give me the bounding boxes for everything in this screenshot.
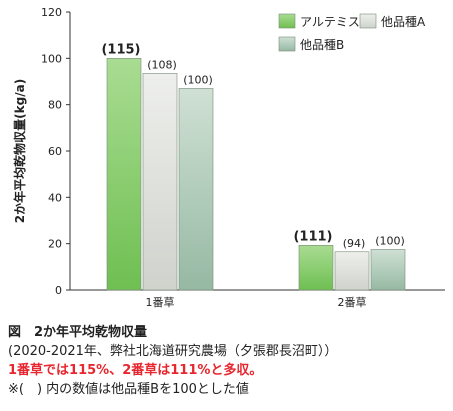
caption-result: 1番草では115%、2番草は111%と多収。 <box>8 363 263 378</box>
legend: アルテミス 他品種A 他品種B <box>278 13 426 52</box>
caption-title: 図 2か年平均乾物収量 <box>8 325 148 340</box>
legend-swatch <box>278 36 296 52</box>
y-axis-label: 2か年平均乾物収量(kg/a) <box>12 79 27 223</box>
y-tick-label: 80 <box>48 99 62 112</box>
bar-data-label: (100) <box>375 234 405 247</box>
bar <box>178 88 214 291</box>
legend-swatch <box>359 13 377 29</box>
bar-labels: (115) (108) (100) (111) (94) (100) <box>101 42 404 249</box>
caption-period: (2020-2021年、弊社北海道研究農場（夕張郡長沼町）） <box>8 344 338 359</box>
y-axis: 0 20 40 60 80 100 120 <box>41 6 71 297</box>
caption-note: ※( ) 内の数値は他品種Bを100とした値 <box>8 382 249 397</box>
y-tick-label: 100 <box>41 52 62 65</box>
bar-data-label: (111) <box>293 229 332 244</box>
y-tick-label: 40 <box>48 191 62 204</box>
y-tick-label: 0 <box>55 284 62 297</box>
bar-data-label: (115) <box>101 42 140 57</box>
legend-label: アルテミス <box>300 15 360 29</box>
y-tick-label: 120 <box>41 6 62 19</box>
bar-data-label: (94) <box>343 237 366 250</box>
bar-data-label: (100) <box>183 73 213 86</box>
y-tick-label: 20 <box>48 238 62 251</box>
y-tick-label: 60 <box>48 145 62 158</box>
legend-label: 他品種B <box>300 38 344 52</box>
x-axis: 1番草 2番草 <box>70 289 445 309</box>
bar-data-label: (108) <box>147 58 177 71</box>
x-tick-label: 2番草 <box>338 296 367 309</box>
bars <box>106 58 406 291</box>
legend-swatch <box>278 13 296 29</box>
legend-label: 他品種A <box>381 15 426 29</box>
bar <box>298 244 334 291</box>
bar <box>334 251 370 291</box>
bar <box>142 73 178 291</box>
bar <box>370 249 406 291</box>
x-tick-label: 1番草 <box>146 296 175 309</box>
bar <box>106 58 142 291</box>
